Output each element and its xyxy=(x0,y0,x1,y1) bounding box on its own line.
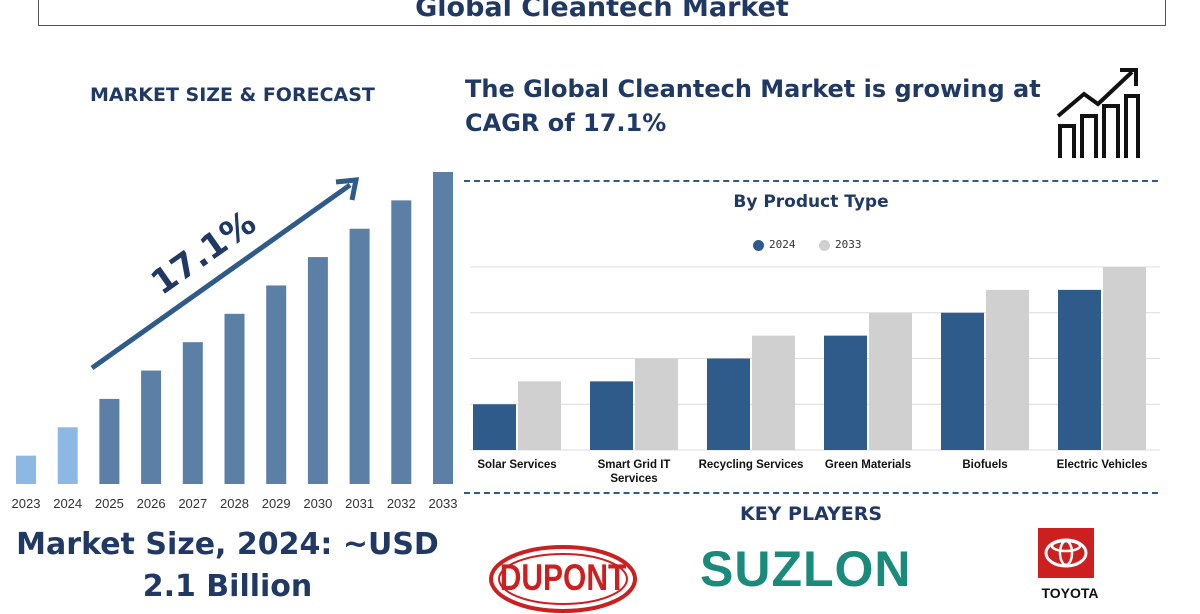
category-label: Recycling Services xyxy=(698,459,804,471)
toyota-logo: TOYOTA xyxy=(1038,528,1099,600)
year-label-2029: 2029 xyxy=(261,496,291,511)
year-label-2026: 2026 xyxy=(136,496,166,511)
bar-2024-green-materials xyxy=(824,335,867,450)
bar-2033-smart-grid-it-services xyxy=(635,358,678,450)
category-label: Electric Vehicles xyxy=(1056,459,1148,471)
year-label-2033: 2033 xyxy=(428,496,458,511)
market-size-text: Market Size, 2024: ~USD 2.1 Billion xyxy=(16,527,439,604)
forecast-bar-2023 xyxy=(16,455,36,484)
legend-label-2033: 2033 xyxy=(835,238,862,251)
forecast-chart: 17.1% xyxy=(16,172,453,484)
chart-title: By Product Type xyxy=(733,192,889,212)
year-label-2028: 2028 xyxy=(220,496,249,511)
category-label: Solar Services xyxy=(477,459,557,471)
forecast-bar-2030 xyxy=(307,257,328,484)
year-label-2025: 2025 xyxy=(94,496,124,511)
bar-2024-solar-services xyxy=(473,404,516,450)
year-label-2023: 2023 xyxy=(11,496,41,511)
suzlon-logo: SUZLON xyxy=(700,541,912,597)
category-label: Biofuels xyxy=(962,459,1008,471)
svg-text:DUPONT: DUPONT xyxy=(500,557,627,599)
section-divider xyxy=(464,492,1158,494)
bar-2024-electric-vehicles xyxy=(1058,289,1101,450)
bar-2024-recycling-services xyxy=(707,358,750,450)
forecast-bar-2024 xyxy=(57,427,78,484)
bar-2033-solar-services xyxy=(518,381,561,450)
year-label-2032: 2032 xyxy=(386,496,416,511)
category-label: Green Materials xyxy=(824,459,912,471)
bar-2033-recycling-services xyxy=(752,335,795,450)
bar-2024-biofuels xyxy=(941,312,984,450)
year-label-2031: 2031 xyxy=(345,496,375,511)
year-label-2027: 2027 xyxy=(178,496,208,511)
market-size-forecast-label: MARKET SIZE & FORECAST xyxy=(90,84,375,106)
category-label: Smart Grid IT Services xyxy=(597,459,671,485)
bar-2033-green-materials xyxy=(869,312,912,450)
forecast-bar-2026 xyxy=(141,370,162,484)
forecast-bar-2027 xyxy=(182,342,203,484)
bar-2024-smart-grid-it-services xyxy=(590,381,633,450)
page-title: Global Cleantech Market xyxy=(415,0,789,23)
section-divider xyxy=(464,180,1158,182)
forecast-bar-2032 xyxy=(391,200,412,484)
growth-arrow xyxy=(90,177,360,371)
forecast-bar-2025 xyxy=(99,398,120,484)
forecast-bar-2031 xyxy=(349,228,370,484)
legend-label-2024: 2024 xyxy=(769,238,796,251)
bar-2033-electric-vehicles xyxy=(1103,267,1146,450)
legend-swatch-2024 xyxy=(753,240,764,251)
key-players-label: KEY PLAYERS xyxy=(739,503,883,525)
legend-swatch-2033 xyxy=(819,240,830,251)
dupont-logo: DUPONT xyxy=(489,545,637,613)
svg-text:TOYOTA: TOYOTA xyxy=(1041,585,1098,600)
year-label-2030: 2030 xyxy=(303,496,333,511)
product-type-chart xyxy=(470,266,1160,451)
forecast-bar-2033 xyxy=(433,172,453,484)
title-box: Global Cleantech Market xyxy=(38,0,1166,26)
growth-chart-icon xyxy=(1056,68,1140,158)
forecast-bar-2029 xyxy=(266,285,287,484)
bar-2033-biofuels xyxy=(986,289,1029,450)
year-label-2024: 2024 xyxy=(53,496,83,511)
forecast-bar-2028 xyxy=(224,313,245,484)
cagr-headline: The Global Cleantech Market is growing a… xyxy=(465,75,1041,137)
